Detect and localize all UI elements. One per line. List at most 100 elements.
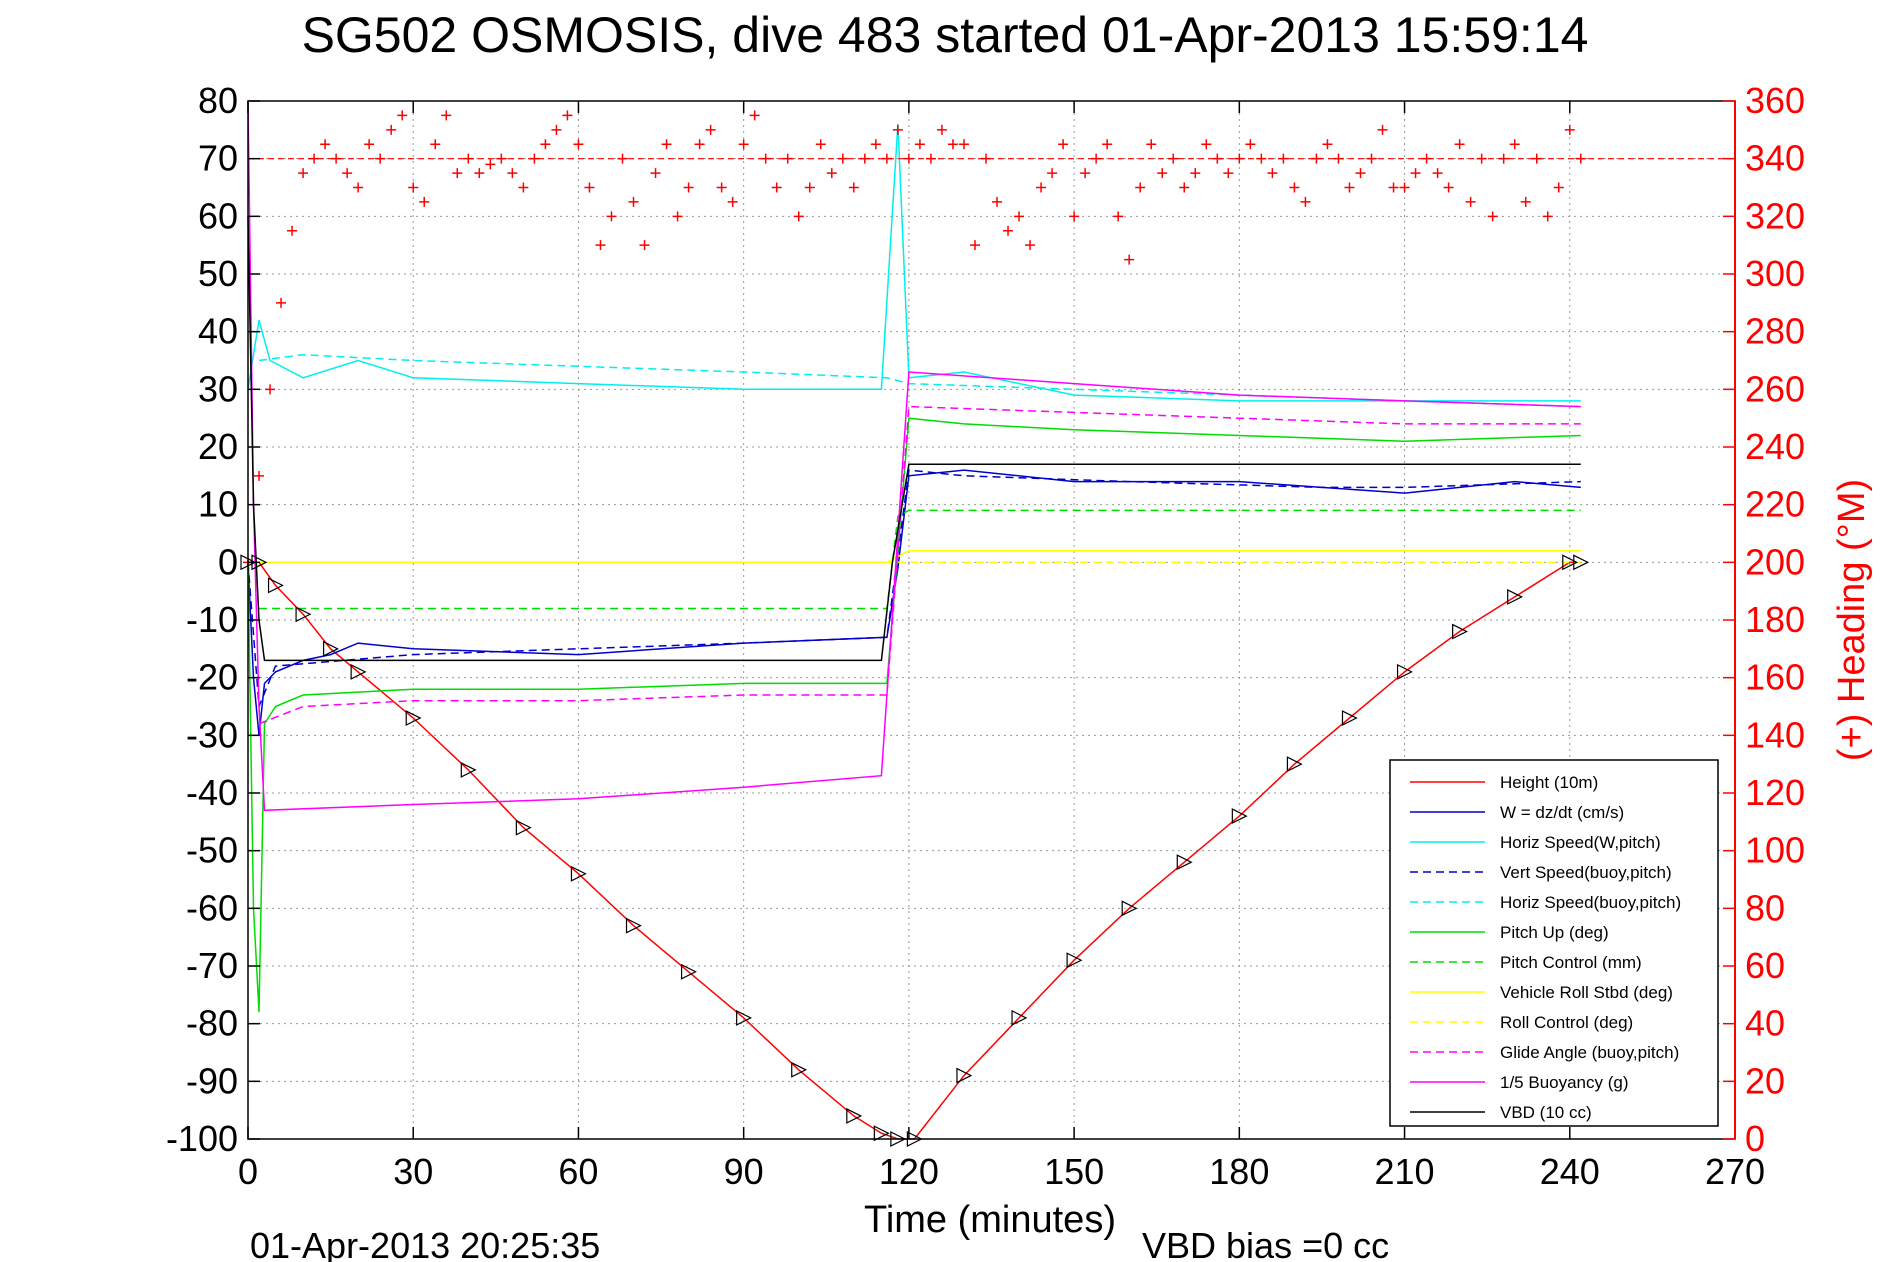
heading-markers	[243, 110, 1586, 568]
legend-label: Horiz Speed(buoy,pitch)	[1500, 893, 1681, 912]
footer-vbd-bias: VBD bias =0 cc	[1142, 1225, 1389, 1262]
heading-point	[650, 168, 661, 179]
heading-point	[562, 110, 573, 121]
heading-point	[1058, 139, 1069, 150]
height-marker	[1176, 854, 1193, 871]
heading-point	[1487, 211, 1498, 222]
heading-point	[1322, 139, 1333, 150]
height-marker	[846, 1107, 863, 1124]
legend-label: Roll Control (deg)	[1500, 1013, 1633, 1032]
heading-point	[1124, 254, 1135, 265]
y-tick-label: -40	[186, 772, 238, 813]
series-line-2	[247, 124, 1581, 402]
heading-point	[1201, 139, 1212, 150]
heading-point	[969, 240, 980, 251]
height-marker	[1396, 663, 1413, 680]
heading-point	[298, 168, 309, 179]
y-right-tick-label: 260	[1745, 368, 1805, 409]
y-right-tick-label: 320	[1745, 195, 1805, 236]
series-line-10	[247, 100, 1581, 812]
height-marker	[405, 710, 422, 727]
heading-point	[1410, 168, 1421, 179]
heading-point	[683, 182, 694, 193]
heading-point	[595, 240, 606, 251]
heading-point	[1432, 168, 1443, 179]
series-line-11	[247, 216, 1581, 662]
heading-point	[914, 139, 925, 150]
heading-point	[1289, 182, 1300, 193]
series-layer	[240, 100, 1735, 1147]
heading-point	[1168, 153, 1179, 164]
heading-point	[1113, 211, 1124, 222]
y-tick-label: 50	[198, 253, 238, 294]
x-tick-label: 270	[1705, 1151, 1765, 1192]
heading-point	[947, 139, 958, 150]
heading-point	[1498, 153, 1509, 164]
height-marker	[350, 663, 367, 680]
y-right-tick-label: 120	[1745, 772, 1805, 813]
legend-label: Pitch Control (mm)	[1500, 953, 1642, 972]
height-marker	[1011, 1009, 1028, 1026]
y-right-tick-label: 240	[1745, 426, 1805, 467]
legend-box	[1389, 759, 1719, 1127]
y-tick-label: 40	[198, 311, 238, 352]
heading-point	[837, 153, 848, 164]
x-tick-label: 180	[1209, 1151, 1269, 1192]
y-right-tick-label: 100	[1745, 830, 1805, 871]
heading-point	[705, 124, 716, 135]
heading-point	[936, 124, 947, 135]
heading-point	[1531, 153, 1542, 164]
heading-point	[1014, 211, 1025, 222]
height-marker	[1452, 623, 1468, 640]
series-line-9	[258, 405, 1581, 725]
heading-point	[1344, 182, 1355, 193]
y-tick-label: 10	[198, 484, 238, 525]
heading-point	[1003, 225, 1014, 236]
heading-point	[661, 139, 672, 150]
heading-point	[782, 153, 793, 164]
height-marker	[956, 1067, 973, 1084]
legend-label: W = dz/dt (cm/s)	[1500, 803, 1624, 822]
heading-point	[551, 124, 562, 135]
heading-point	[738, 139, 749, 150]
y-tick-label: -90	[186, 1060, 238, 1101]
y-right-tick-label: 140	[1745, 714, 1805, 755]
heading-point	[958, 139, 969, 150]
y-axis-left-ticks: 80 70 60 50 40 30 20 10 0 -10 -20 -30 -40 -50 -60 -70 -8…	[166, 80, 260, 1159]
heading-point	[474, 168, 485, 179]
heading-point	[1091, 153, 1102, 164]
heading-point	[639, 240, 650, 251]
heading-point	[1366, 153, 1377, 164]
y-tick-label: -100	[166, 1118, 238, 1159]
legend-label: VBD (10 cc)	[1500, 1103, 1592, 1122]
heading-point	[1333, 153, 1344, 164]
heading-point	[1190, 168, 1201, 179]
heading-point	[353, 182, 364, 193]
heading-point	[1256, 153, 1267, 164]
x-tick-label: 120	[879, 1151, 939, 1192]
heading-point	[1212, 153, 1223, 164]
heading-point	[1311, 153, 1322, 164]
heading-point	[419, 196, 430, 207]
heading-point	[793, 211, 804, 222]
heading-point	[749, 110, 760, 121]
legend-label: 1/5 Buoyancy (g)	[1500, 1073, 1629, 1092]
heading-point	[375, 153, 386, 164]
heading-point	[1300, 196, 1311, 207]
heading-point	[287, 225, 298, 236]
legend-label: Horiz Speed(W,pitch)	[1500, 833, 1661, 852]
y-tick-label: 20	[198, 426, 238, 467]
y-right-tick-label: 360	[1745, 80, 1805, 121]
heading-point	[320, 139, 331, 150]
heading-point	[727, 196, 738, 207]
heading-point	[1278, 153, 1289, 164]
x-tick-label: 30	[393, 1151, 433, 1192]
y-tick-label: -30	[186, 714, 238, 755]
y-right-tick-label: 200	[1745, 541, 1805, 582]
height-marker	[267, 577, 284, 594]
height-marker	[515, 819, 532, 836]
heading-point	[1069, 211, 1080, 222]
height-marker	[323, 640, 339, 657]
legend-label: Vehicle Roll Stbd (deg)	[1500, 983, 1673, 1002]
